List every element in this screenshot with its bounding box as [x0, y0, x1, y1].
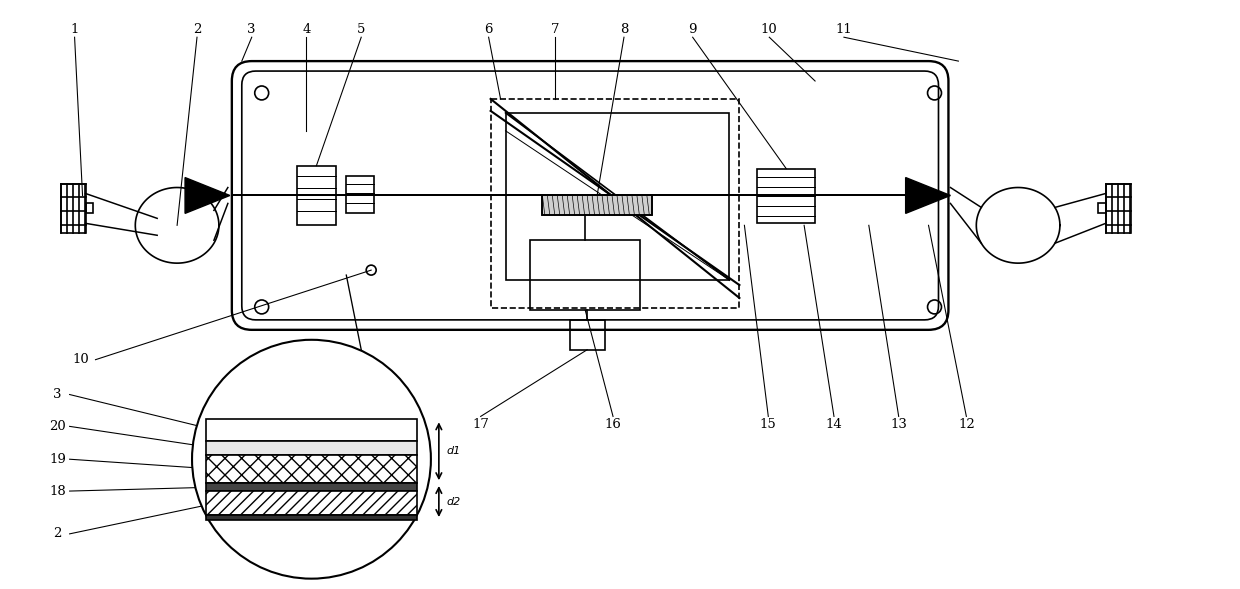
Text: 16: 16	[605, 418, 621, 431]
Bar	[506, 113, 729, 280]
Text: d2: d2	[446, 497, 461, 507]
Bar	[206, 491, 417, 515]
Text: 20: 20	[50, 420, 66, 433]
Text: 17: 17	[472, 418, 489, 431]
Bar	[296, 166, 336, 226]
Text: 5: 5	[357, 23, 366, 36]
Text: 3: 3	[248, 23, 255, 36]
Text: 14: 14	[826, 418, 842, 431]
Bar	[542, 196, 652, 216]
Bar	[206, 441, 417, 455]
Bar	[206, 419, 417, 441]
Circle shape	[192, 340, 430, 578]
Bar	[1106, 184, 1131, 233]
Bar	[86, 203, 93, 213]
Text: 7: 7	[551, 23, 559, 36]
Text: 8: 8	[620, 23, 629, 36]
Text: 6: 6	[485, 23, 492, 36]
Text: 10: 10	[72, 353, 89, 366]
Text: 9: 9	[688, 23, 697, 36]
Text: 10: 10	[761, 23, 777, 36]
Bar	[206, 515, 417, 520]
Polygon shape	[185, 177, 229, 213]
Bar	[542, 196, 652, 216]
Text: 2: 2	[53, 527, 62, 540]
Bar	[491, 99, 739, 308]
Bar	[206, 455, 417, 483]
Bar	[206, 483, 417, 491]
Text: 18: 18	[50, 485, 66, 498]
Bar	[758, 168, 815, 223]
Text: 13: 13	[890, 418, 908, 431]
Text: 2: 2	[192, 23, 201, 36]
Text: 11: 11	[836, 23, 852, 36]
Text: 4: 4	[303, 23, 311, 36]
Text: 15: 15	[760, 418, 776, 431]
Polygon shape	[905, 177, 950, 213]
Bar	[61, 184, 86, 233]
Bar	[1097, 203, 1106, 213]
Bar	[346, 176, 374, 213]
Text: d1: d1	[446, 446, 461, 456]
Text: 3: 3	[53, 388, 62, 401]
Text: 12: 12	[959, 418, 975, 431]
Text: 19: 19	[50, 453, 66, 466]
Text: 1: 1	[71, 23, 79, 36]
Bar	[570, 320, 605, 350]
Bar	[531, 240, 640, 310]
